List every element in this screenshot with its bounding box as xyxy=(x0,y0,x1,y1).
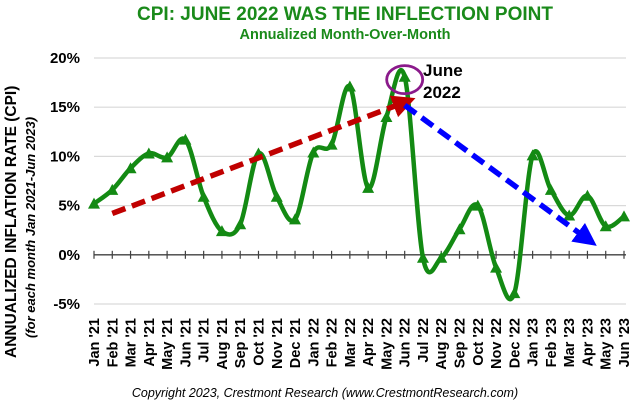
x-tick-label: Sep '22 xyxy=(453,318,469,368)
x-tick-label: Dec '21 xyxy=(288,318,304,368)
data-point-marker xyxy=(508,287,521,299)
x-tick-label: Aug '22 xyxy=(434,318,450,370)
x-tick-label: Jul '21 xyxy=(197,318,213,363)
data-point-marker xyxy=(526,149,539,161)
data-point-marker xyxy=(380,111,393,123)
data-point-marker xyxy=(88,197,100,209)
data-point-marker xyxy=(581,189,594,201)
x-axis-tick-labels: Jan '21 Feb '21 Mar '21 Apr '21 May '21 Jun '… xyxy=(87,318,630,370)
y-tick-label: -5% xyxy=(53,296,80,313)
x-tick-label: Dec '22 xyxy=(507,318,523,368)
data-point-marker xyxy=(270,190,283,202)
x-tick-label: Apr '23 xyxy=(580,318,596,367)
data-point-marker xyxy=(453,223,466,235)
x-tick-label: Feb '21 xyxy=(105,318,121,367)
chart-title: CPI: JUNE 2022 WAS THE INFLECTION POINT xyxy=(137,4,553,25)
x-tick-label: Apr '21 xyxy=(142,318,158,367)
annotations-group: June 2022 xyxy=(111,61,597,246)
series-group xyxy=(88,67,630,302)
y-tick-label: 0% xyxy=(58,247,80,264)
data-point-marker xyxy=(343,80,356,92)
data-point-marker xyxy=(416,251,429,263)
y-tick-label: 5% xyxy=(58,198,80,215)
chart-subtitle: Annualized Month-Over-Month xyxy=(239,27,451,43)
x-tick-label: Feb '23 xyxy=(544,318,560,367)
x-tick-label: Jun '21 xyxy=(178,318,194,367)
data-point-marker xyxy=(362,181,375,193)
x-tick-label: Jan '21 xyxy=(87,318,103,367)
copyright-footer: Copyright 2023, Crestmont Research (www.… xyxy=(131,386,519,400)
annotation-2022-label: 2022 xyxy=(423,83,461,102)
data-point-marker xyxy=(599,220,612,232)
x-tick-label: Oct '21 xyxy=(251,318,267,366)
x-tick-label: Nov '22 xyxy=(489,318,505,369)
rising-trend-arrow xyxy=(111,95,416,217)
data-point-marker xyxy=(471,199,484,211)
falling-trend-arrow xyxy=(403,103,597,246)
data-point-marker xyxy=(179,133,192,145)
data-point-marker xyxy=(161,151,174,163)
y-axis-ticks: -5% 0% 5% 10% 15% 20% xyxy=(50,50,80,313)
x-tick-label: Nov '21 xyxy=(270,318,286,369)
annotation-june-label: June xyxy=(423,61,463,80)
data-point-marker xyxy=(142,147,155,159)
y-tick-label: 15% xyxy=(50,99,80,116)
x-tick-label: Jul '22 xyxy=(416,318,432,363)
x-tick-label: Mar '22 xyxy=(343,318,359,367)
x-tick-label: Aug '21 xyxy=(215,318,231,370)
x-tick-label: Mar '21 xyxy=(124,318,140,367)
data-point-marker xyxy=(398,70,411,82)
data-point-marker xyxy=(234,218,247,230)
data-point-marker xyxy=(307,146,320,158)
data-point-marker xyxy=(215,225,228,237)
x-tick-label: Jan '23 xyxy=(526,318,542,367)
x-tick-label: Apr '22 xyxy=(361,318,377,367)
x-tick-label: May '23 xyxy=(599,318,615,370)
data-point-marker xyxy=(325,138,338,150)
data-point-marker xyxy=(618,210,630,222)
data-point-marker xyxy=(435,251,448,263)
x-tick-label: Jun '23 xyxy=(617,318,630,367)
peak-highlight-ellipse xyxy=(385,64,425,96)
x-tick-label: May '21 xyxy=(160,318,176,370)
data-point-marker xyxy=(124,162,137,174)
data-point-marker xyxy=(490,261,503,273)
x-tick-label: Jan '22 xyxy=(306,318,322,367)
x-tick-label: Oct '22 xyxy=(471,318,487,366)
data-point-marker xyxy=(544,183,557,195)
data-point-marker xyxy=(563,209,576,221)
data-point-marker xyxy=(289,213,302,225)
x-tick-label: Mar '23 xyxy=(562,318,578,367)
x-tick-label: Feb '22 xyxy=(325,318,341,367)
y-tick-label: 20% xyxy=(50,50,80,67)
data-point-marker xyxy=(106,183,119,195)
series-line xyxy=(91,67,627,302)
x-tick-label: Jun '22 xyxy=(398,318,414,367)
x-tick-label: May '22 xyxy=(379,318,395,370)
y-tick-label: 10% xyxy=(50,148,80,165)
data-point-marker xyxy=(197,190,210,202)
x-axis xyxy=(93,250,626,259)
x-tick-label: Sep '21 xyxy=(233,318,249,368)
